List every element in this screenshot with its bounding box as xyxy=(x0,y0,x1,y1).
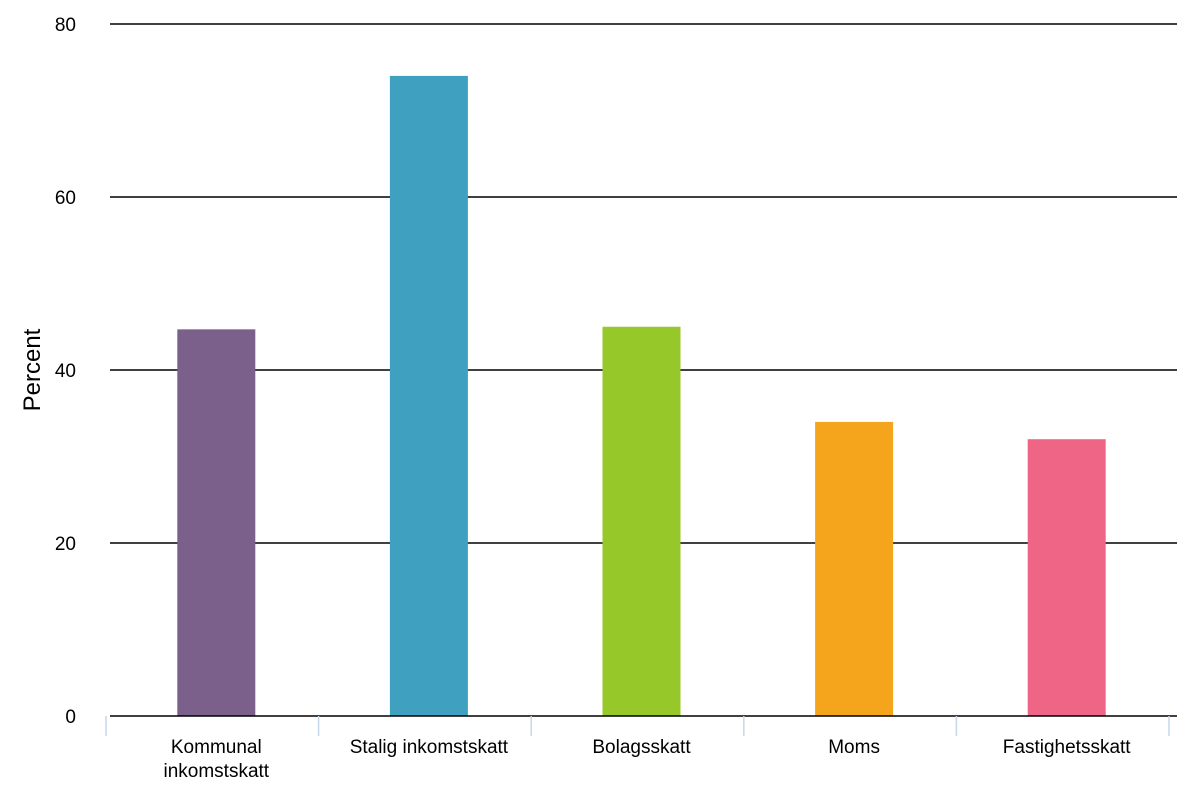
y-tick-label: 60 xyxy=(55,188,76,209)
x-tick-label: Bolagsskatt xyxy=(592,737,691,758)
y-tick-label: 0 xyxy=(65,707,76,728)
y-tick-label: 40 xyxy=(55,361,76,382)
x-tick-label: Moms xyxy=(828,737,880,758)
y-axis-ticks: 0 20 40 60 80 xyxy=(55,15,76,728)
x-tick-label: Stalig inkomstskatt xyxy=(350,737,509,758)
x-axis-category-labels: Kommunal inkomstskatt Stalig inkomstskatt B… xyxy=(164,737,1132,782)
x-tick-label: Kommunal inkomstskatt xyxy=(164,737,270,782)
bar xyxy=(815,421,894,716)
y-tick-label: 20 xyxy=(55,534,76,555)
bars xyxy=(177,75,1106,716)
y-axis-title: Percent xyxy=(19,328,46,411)
bar xyxy=(177,329,256,716)
bar xyxy=(389,75,468,716)
bar xyxy=(1027,439,1106,716)
x-tick-label: Fastighetsskatt xyxy=(1003,737,1131,758)
bar xyxy=(602,326,681,716)
y-tick-label: 80 xyxy=(55,15,76,36)
x-axis xyxy=(105,715,1177,736)
